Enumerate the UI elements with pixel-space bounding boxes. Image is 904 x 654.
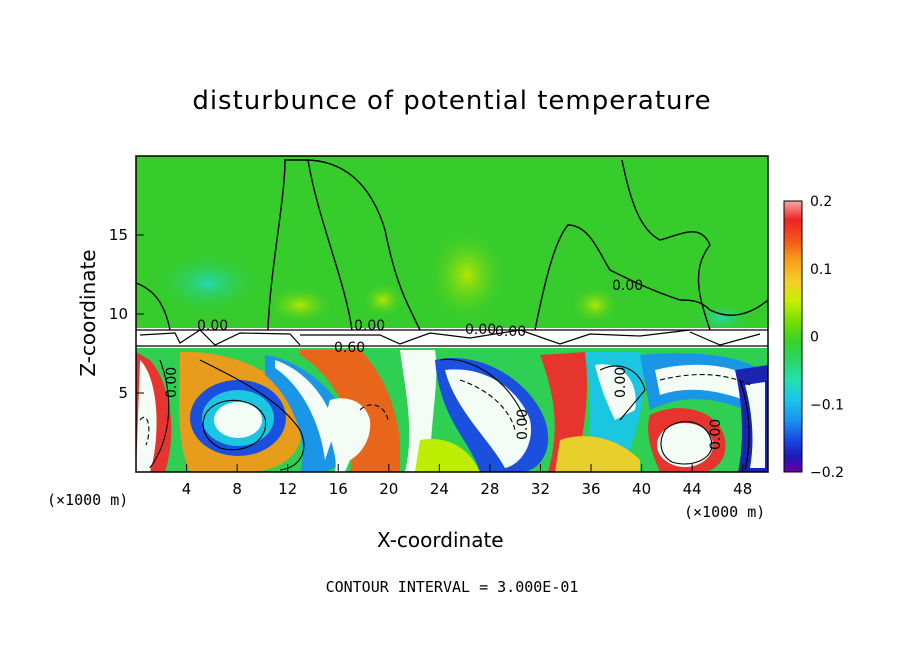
contour-label: 0.00 [515, 409, 531, 440]
x-tick-label: 4 [182, 480, 192, 498]
x-tick-label: 48 [733, 480, 752, 498]
contour-interval-note: CONTOUR INTERVAL = 3.000E-01 [325, 578, 579, 596]
colorbar-tick-label: 0.2 [810, 194, 832, 210]
x-unit-label: (×1000 m) [47, 491, 129, 509]
chart-title: disturbunce of potential temperature [192, 86, 712, 116]
contour-label: 0.00 [197, 318, 228, 334]
contour-label: 0.00 [465, 322, 496, 338]
x-tick-label: 32 [531, 480, 550, 498]
y-tick-label: 5 [118, 384, 128, 402]
x-tick-label: 16 [329, 480, 348, 498]
contour-label: 0.60 [334, 340, 365, 356]
x-tick-label: 20 [379, 480, 398, 498]
colorbar-tick-label: 0.1 [810, 262, 832, 278]
x-tick-label: 24 [430, 480, 449, 498]
plot-field [136, 156, 768, 472]
colorbar [783, 200, 803, 473]
x-tick-label: 44 [683, 480, 702, 498]
colorbar-tick-label: −0.1 [810, 397, 844, 413]
x-axis: 4 8 12 16 20 24 28 32 36 40 44 48 [182, 464, 752, 498]
x-tick-label: 28 [480, 480, 499, 498]
contour-label: 0.00 [612, 278, 643, 294]
x-tick-label: 8 [232, 480, 242, 498]
x-tick-label: 12 [278, 480, 297, 498]
contour-labels: 0.00 0.00 0.00 0.00 0.60 0.00 0.00 0.00 … [164, 278, 724, 450]
y-axis-label: Z-coordinate [76, 249, 100, 377]
y-axis: 5 10 15 [109, 226, 144, 402]
contour-label: 0.00 [354, 318, 385, 334]
y-tick-label: 15 [109, 226, 128, 244]
colorbar-tick-label: −0.2 [810, 465, 844, 481]
contour-label: 0.00 [495, 324, 526, 340]
y-tick-label: 10 [109, 305, 128, 323]
contour-label: 0.00 [164, 367, 180, 398]
colorbar-tick-label: 0 [810, 330, 819, 346]
x-unit-label-right: (×1000 m) [684, 503, 766, 521]
x-tick-label: 36 [581, 480, 600, 498]
x-tick-label: 40 [632, 480, 651, 498]
colorbar-ticks: 0.2 0.1 0 −0.1 −0.2 [810, 194, 844, 481]
contour-label: 0.00 [708, 419, 724, 450]
contour-label: 0.00 [613, 367, 629, 398]
x-axis-label: X-coordinate [377, 528, 504, 552]
